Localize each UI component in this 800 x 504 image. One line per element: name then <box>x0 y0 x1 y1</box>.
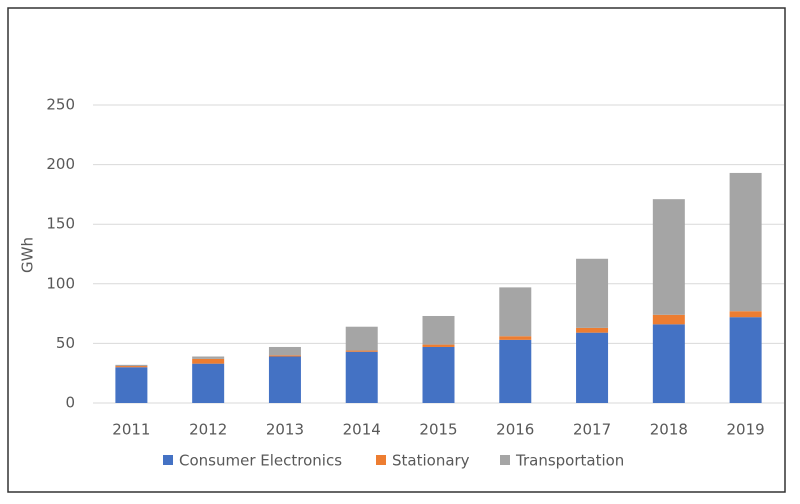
y-tick-label: 200 <box>46 155 75 173</box>
bar-segment <box>729 317 762 403</box>
y-tick-label: 0 <box>65 394 75 412</box>
bar-segment <box>115 367 148 403</box>
x-tick-label: 2017 <box>573 421 611 439</box>
x-tick-label: 2016 <box>496 421 534 439</box>
legend-swatch <box>500 455 510 465</box>
x-tick-label: 2019 <box>727 421 765 439</box>
bar-segment <box>652 314 685 325</box>
bar-segment <box>115 366 148 368</box>
legend-swatch <box>163 455 173 465</box>
y-tick-label: 100 <box>46 274 75 292</box>
x-tick-label: 2011 <box>112 421 150 439</box>
bar-segment <box>345 351 378 403</box>
y-axis-title: GWh <box>19 237 37 273</box>
bar-segment <box>345 350 378 352</box>
y-tick-label: 150 <box>46 215 75 233</box>
bar-segment <box>729 311 762 318</box>
x-tick-label: 2013 <box>266 421 304 439</box>
legend-label: Consumer Electronics <box>179 452 342 470</box>
legend-label: Stationary <box>392 452 470 470</box>
x-tick-label: 2012 <box>189 421 227 439</box>
bar-segment <box>115 364 148 367</box>
bar-segment <box>345 326 378 351</box>
bar-segment <box>499 336 532 340</box>
bar-segment <box>652 324 685 403</box>
bar-segment <box>268 346 301 356</box>
bar-segment <box>576 332 609 403</box>
bar-segment <box>576 327 609 333</box>
bar-segment <box>192 356 225 359</box>
bar-segment <box>652 199 685 315</box>
bar-segment <box>422 315 455 345</box>
y-tick-label: 250 <box>46 96 75 114</box>
x-tick-label: 2014 <box>343 421 381 439</box>
legend-label: Transportation <box>515 452 624 470</box>
bar-segment <box>499 339 532 403</box>
bar-segment <box>268 355 301 357</box>
bar-segment <box>422 346 455 403</box>
x-tick-label: 2018 <box>650 421 688 439</box>
bar-segment <box>422 344 455 347</box>
bar-segment <box>268 356 301 403</box>
bar-segment <box>729 172 762 312</box>
bar-segment <box>499 287 532 337</box>
x-tick-label: 2015 <box>419 421 457 439</box>
bar-segment <box>192 363 225 403</box>
bar-segment <box>192 358 225 364</box>
bar-segment <box>576 258 609 328</box>
y-tick-label: 50 <box>56 334 75 352</box>
legend-swatch <box>376 455 386 465</box>
